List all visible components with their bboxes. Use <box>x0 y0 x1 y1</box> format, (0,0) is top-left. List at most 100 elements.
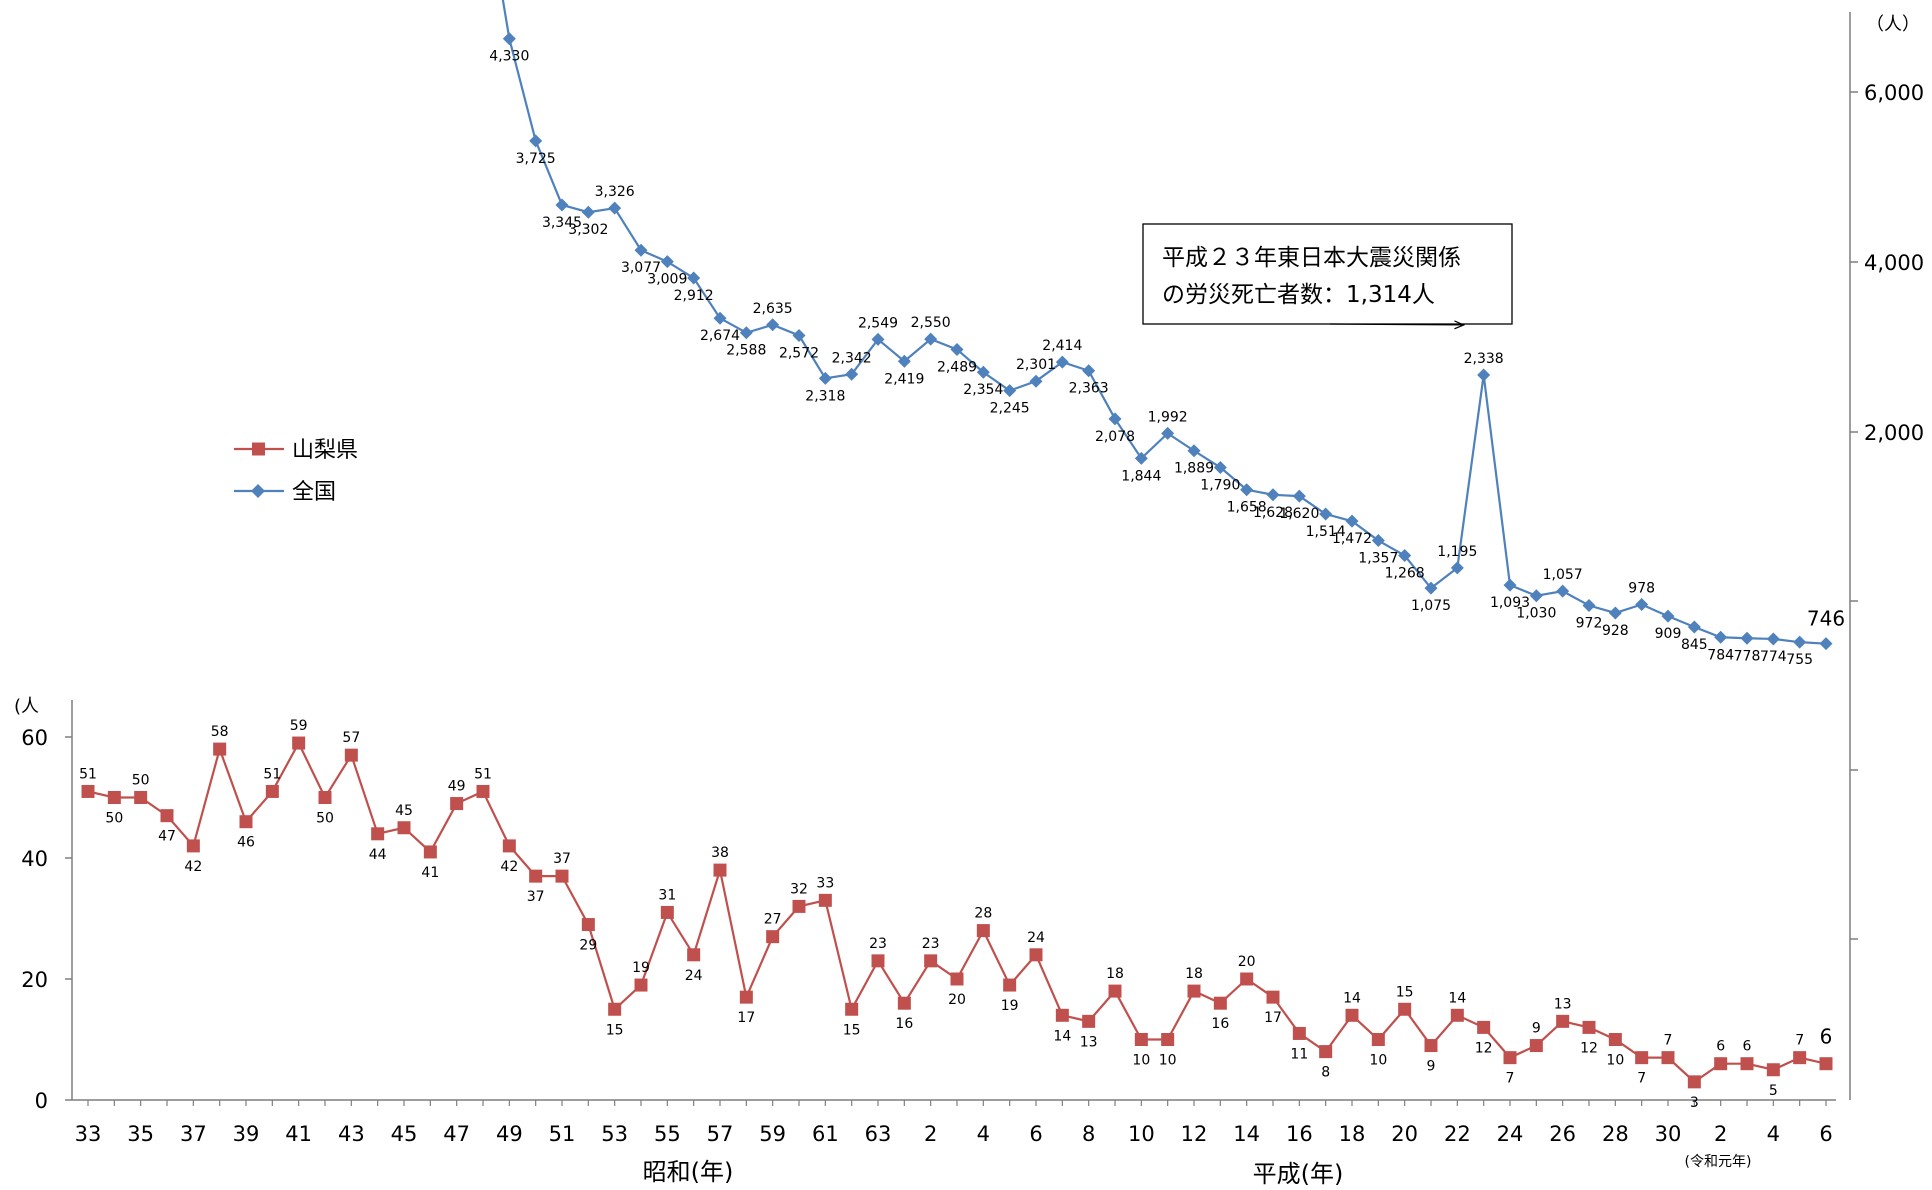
yamanashi-point <box>1108 984 1122 998</box>
x-tick-label: 43 <box>338 1122 365 1146</box>
yamanashi-point <box>502 839 516 853</box>
national-point <box>581 205 595 219</box>
national-point-label: 1,030 <box>1516 606 1556 622</box>
yamanashi-point-label: 41 <box>421 865 439 881</box>
national-point-label: 2,674 <box>700 328 740 344</box>
national-point <box>1398 549 1412 563</box>
yamanashi-point-label: 42 <box>500 859 518 875</box>
series-yamanashi: 5150504742584651595057444541495142373729… <box>79 718 1833 1111</box>
yamanashi-point-label: 8 <box>1321 1065 1330 1081</box>
x-tick-label: 41 <box>285 1122 312 1146</box>
national-point <box>1371 534 1385 548</box>
x-tick-label: 26 <box>1549 1122 1576 1146</box>
x-tick-label: 37 <box>180 1122 207 1146</box>
yamanashi-point <box>1714 1057 1728 1071</box>
national-point-label: 2,912 <box>674 288 714 304</box>
yamanashi-point <box>1398 1002 1412 1016</box>
national-point-label: 784 <box>1707 647 1734 663</box>
national-point <box>792 328 806 342</box>
yamanashi-point <box>1740 1057 1754 1071</box>
left-axis-tick-label: 40 <box>21 847 48 871</box>
yamanashi-point-label: 50 <box>316 811 334 827</box>
yamanashi-point <box>1319 1045 1333 1059</box>
yamanashi-point <box>450 797 464 811</box>
national-point-label: 2,414 <box>1042 338 1082 354</box>
yamanashi-point-label: 19 <box>632 960 650 976</box>
national-point <box>1108 412 1122 426</box>
x-tick-label: 6 <box>1029 1122 1042 1146</box>
national-point <box>634 243 648 257</box>
national-point-label: 1,472 <box>1332 531 1372 547</box>
yamanashi-point-label: 17 <box>737 1010 755 1026</box>
yamanashi-point-label: 10 <box>1369 1053 1387 1069</box>
yamanashi-point <box>1029 948 1043 962</box>
yamanashi-point <box>1450 1008 1464 1022</box>
x-tick-label: 51 <box>549 1122 576 1146</box>
national-point-label: 2,245 <box>990 401 1030 417</box>
yamanashi-point <box>1187 984 1201 998</box>
national-point <box>1503 578 1517 592</box>
yamanashi-point-label: 15 <box>843 1022 861 1038</box>
yamanashi-point-label: 12 <box>1475 1040 1493 1056</box>
national-point <box>1055 355 1069 369</box>
x-tick-label: 33 <box>75 1122 102 1146</box>
yamanashi-point-label: 50 <box>105 811 123 827</box>
national-point-label: 2,342 <box>832 350 872 366</box>
national-point-label: 1,093 <box>1490 595 1530 611</box>
national-point-label: 2,363 <box>1069 381 1109 397</box>
x-tick-label: 4 <box>1767 1122 1780 1146</box>
national-point-label: 2,419 <box>884 371 924 387</box>
national-point <box>871 332 885 346</box>
national-point <box>1608 606 1622 620</box>
national-point <box>1240 483 1254 497</box>
yamanashi-point <box>660 905 674 919</box>
yamanashi-point-label: 51 <box>474 766 492 782</box>
national-point-label: 3,077 <box>621 260 661 276</box>
national-point-label: 3,725 <box>516 151 556 167</box>
yamanashi-point-label: 51 <box>79 766 97 782</box>
national-point-label: 1,790 <box>1200 477 1240 493</box>
national-point-label: 1,195 <box>1437 544 1477 560</box>
national-line <box>501 0 1827 645</box>
right-axis-tick-label: 6,000 <box>1864 81 1924 105</box>
yamanashi-point <box>1687 1075 1701 1089</box>
national-point <box>1029 374 1043 388</box>
yamanashi-point-label: 14 <box>1053 1028 1071 1044</box>
yamanashi-point-label: 15 <box>1396 984 1414 1000</box>
x-tick-label: 4 <box>977 1122 990 1146</box>
yamanashi-point <box>1292 1026 1306 1040</box>
yamanashi-point-label: 7 <box>1506 1071 1515 1087</box>
yamanashi-point <box>186 839 200 853</box>
yamanashi-point-label: 44 <box>369 847 387 863</box>
national-point-label: 746 <box>1807 607 1845 631</box>
national-point-label: 928 <box>1602 623 1629 639</box>
x-tick-label: 47 <box>443 1122 470 1146</box>
yamanashi-point <box>871 954 885 968</box>
national-point-label: 1,357 <box>1358 551 1398 567</box>
national-point-label: 2,078 <box>1095 429 1135 445</box>
yamanashi-point <box>423 845 437 859</box>
yamanashi-point-label: 12 <box>1580 1040 1598 1056</box>
yamanashi-point <box>924 954 938 968</box>
left-axis-tick-label: 0 <box>35 1089 48 1113</box>
yamanashi-point <box>1766 1063 1780 1077</box>
national-point <box>1556 584 1570 598</box>
yamanashi-point-label: 15 <box>606 1022 624 1038</box>
yamanashi-point <box>1608 1033 1622 1046</box>
yamanashi-point <box>397 821 411 835</box>
national-point-label: 3,009 <box>647 272 687 288</box>
national-point-label: 3,302 <box>568 222 608 238</box>
national-point <box>1345 514 1359 528</box>
yamanashi-point-label: 23 <box>869 936 887 952</box>
yamanashi-point-label: 23 <box>922 936 940 952</box>
national-point-label: 972 <box>1576 616 1603 632</box>
national-point <box>608 201 622 215</box>
national-point <box>660 255 674 269</box>
yamanashi-point-label: 32 <box>790 881 808 897</box>
national-point <box>1292 489 1306 503</box>
national-point-label: 1,268 <box>1385 566 1425 582</box>
annotation-line-1: 平成２３年東日本大震災関係 <box>1162 245 1461 271</box>
yamanashi-point-label: 42 <box>184 859 202 875</box>
national-point <box>1187 444 1201 458</box>
